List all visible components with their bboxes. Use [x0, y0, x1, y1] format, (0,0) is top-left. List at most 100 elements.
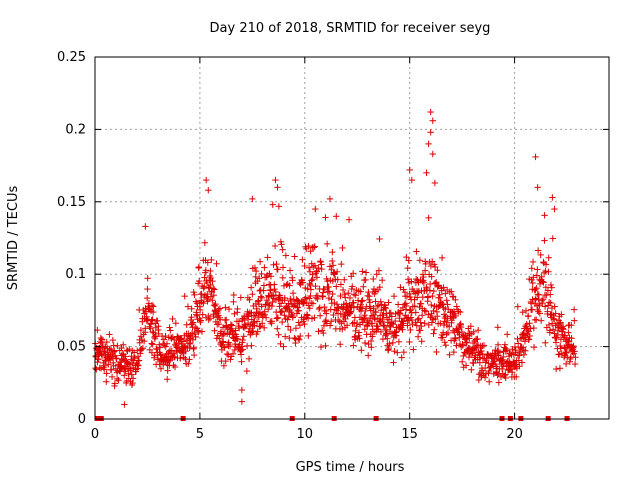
data-point [388, 313, 395, 320]
data-point [313, 274, 321, 281]
data-point [525, 312, 532, 320]
data-point [254, 328, 261, 335]
data-point [336, 341, 344, 348]
data-point [139, 344, 147, 352]
data-point [291, 334, 298, 342]
data-points [92, 108, 579, 408]
data-point [434, 313, 441, 320]
data-point [326, 263, 334, 270]
data-point [522, 307, 530, 314]
data-point [368, 320, 376, 327]
data-point [105, 361, 112, 368]
data-point [476, 359, 484, 366]
data-point [234, 335, 241, 343]
data-point [216, 335, 223, 342]
data-point [463, 339, 471, 346]
x-tick-label: 15 [401, 427, 418, 442]
data-point [275, 295, 282, 303]
data-point [115, 377, 122, 384]
data-point [225, 305, 233, 313]
data-point [362, 269, 370, 276]
data-point [201, 274, 208, 281]
data-point [176, 335, 183, 343]
data-point [262, 314, 270, 321]
data-point [201, 283, 208, 290]
data-point [544, 308, 551, 315]
data-point [556, 365, 564, 372]
data-point [479, 342, 486, 350]
data-point [453, 342, 460, 349]
data-point [156, 341, 163, 348]
data-point [222, 357, 229, 365]
data-point [315, 264, 322, 272]
data-point [481, 374, 489, 381]
data-point [374, 323, 381, 330]
data-point [533, 272, 541, 279]
data-point [421, 307, 428, 314]
data-point [326, 322, 334, 329]
data-point [558, 350, 565, 357]
data-point [245, 355, 253, 363]
data-point [552, 310, 559, 317]
data-point [352, 292, 359, 299]
data-point [248, 342, 255, 349]
x-tick-label: 10 [297, 427, 314, 442]
y-tick-label: 0.15 [57, 195, 86, 210]
data-point [333, 213, 340, 220]
data-point [530, 344, 538, 351]
data-point [238, 386, 246, 394]
data-point [144, 285, 151, 293]
data-point [359, 297, 366, 304]
data-point [234, 305, 241, 313]
data-point [434, 267, 441, 274]
data-point [448, 314, 456, 322]
data-point [243, 367, 251, 375]
data-point [172, 341, 179, 348]
data-point [405, 257, 412, 264]
data-point [431, 179, 439, 187]
data-point [226, 342, 234, 350]
data-point [442, 290, 449, 297]
data-point [190, 288, 197, 296]
data-point [400, 348, 408, 356]
data-point [511, 343, 519, 351]
data-point [164, 367, 171, 374]
data-point [301, 262, 308, 270]
data-point [215, 306, 222, 314]
data-point [421, 267, 429, 274]
data-point [402, 302, 410, 310]
data-point [560, 326, 567, 333]
data-point [543, 291, 550, 299]
data-point [257, 293, 265, 300]
data-point [411, 302, 418, 310]
data-point [392, 317, 399, 325]
data-point [267, 287, 274, 294]
data-point [140, 337, 148, 345]
data-point [126, 345, 133, 353]
data-point [370, 275, 377, 283]
data-point [253, 318, 261, 325]
data-point [149, 316, 156, 323]
data-point [530, 324, 537, 332]
data-point [418, 322, 425, 330]
data-point [287, 297, 294, 305]
data-point [438, 254, 446, 262]
data-point [546, 327, 554, 334]
data-point [514, 303, 521, 310]
data-point [289, 277, 296, 284]
y-tick-label: 0.1 [65, 267, 86, 282]
data-point [519, 309, 526, 316]
data-point [334, 304, 341, 311]
data-point [138, 345, 145, 353]
data-point [281, 312, 288, 319]
data-point [227, 321, 235, 328]
data-point [364, 320, 372, 328]
data-point [149, 308, 157, 316]
data-point [323, 240, 331, 248]
data-point [275, 203, 283, 210]
data-point [284, 323, 292, 330]
data-point [192, 333, 199, 341]
data-point [431, 326, 438, 333]
data-point [492, 351, 499, 359]
data-point [414, 333, 422, 340]
